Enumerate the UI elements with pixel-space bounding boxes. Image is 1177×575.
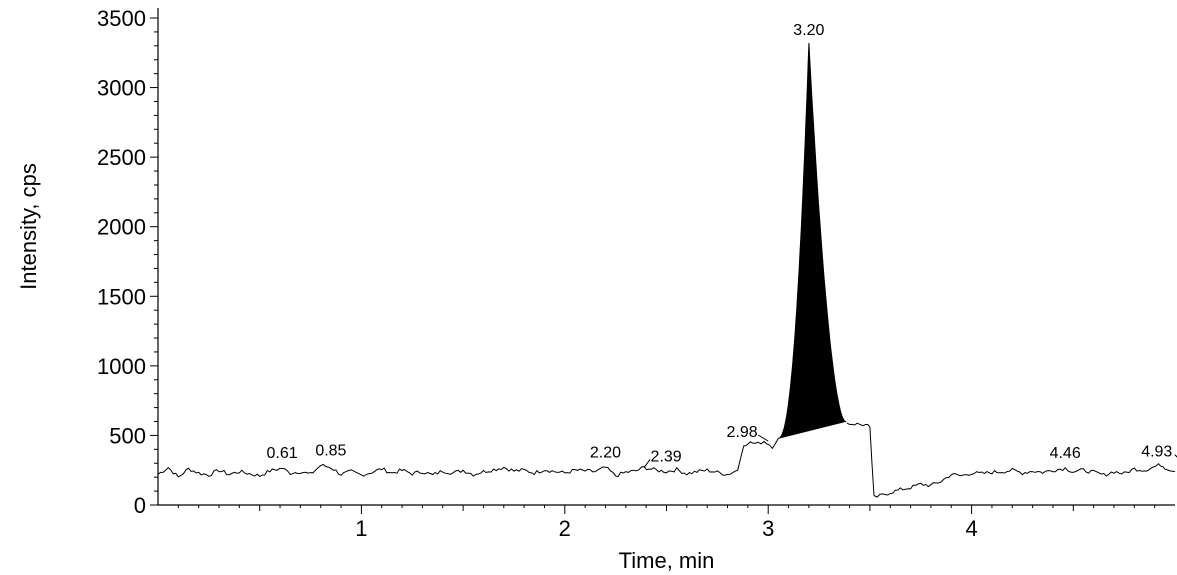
x-tick-label: 2 — [559, 516, 571, 541]
y-tick-label: 2000 — [97, 215, 146, 240]
peak-label: 0.85 — [315, 442, 346, 459]
peak-label: 3.20 — [793, 22, 824, 39]
y-axis-ticks: 0 500 1000 1500 2000 2500 3000 3500 — [97, 6, 158, 518]
peak-label: 2.98 — [727, 424, 758, 441]
x-tick-label: 1 — [355, 516, 367, 541]
y-tick-label: 1500 — [97, 284, 146, 309]
peak-label: 4.46 — [1050, 445, 1081, 462]
plot-area — [157, 42, 1176, 498]
x-axis-ticks: 1 2 3 4 — [177, 505, 1156, 541]
x-tick-label: 3 — [762, 516, 774, 541]
y-tick-label: 2500 — [97, 145, 146, 170]
peak-label: 2.39 — [651, 448, 682, 465]
x-axis-title: Time, min — [619, 548, 715, 573]
label-leader — [643, 459, 651, 468]
peak-label: 2.20 — [590, 444, 621, 461]
peak-label: 0.61 — [267, 445, 298, 462]
y-tick-label: 1000 — [97, 354, 146, 379]
chromatogram-trace — [157, 422, 1176, 498]
y-axis-title: Intensity, cps — [16, 163, 41, 290]
y-tick-label: 3000 — [97, 76, 146, 101]
peak-label: 4.93 — [1141, 444, 1172, 461]
label-leader — [1174, 454, 1177, 458]
y-tick-label: 3500 — [97, 6, 146, 31]
y-tick-label: 500 — [109, 423, 146, 448]
label-leader — [757, 434, 769, 442]
x-tick-label: 4 — [965, 516, 977, 541]
peak-labels: 0.61 0.85 2.20 2.39 2.98 3.20 4.46 4.93 — [267, 22, 1177, 468]
integrated-peak-area — [778, 42, 847, 439]
y-tick-label: 0 — [134, 493, 146, 518]
